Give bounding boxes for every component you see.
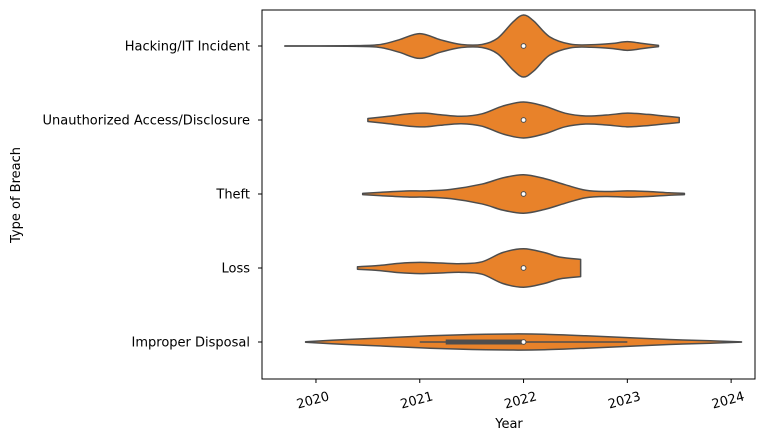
violin-loss [356,248,582,288]
violins-layer [284,14,743,351]
y-tick-label: Loss [221,262,250,277]
x-tick-label: 2022 [503,389,539,412]
x-tick-label: 2021 [399,389,435,412]
x-axis-label: Year [494,417,523,432]
x-axis-ticks: 2020 2021 2022 2023 2024 [295,379,746,412]
y-tick-label: Improper Disposal [132,336,250,351]
x-tick-label: 2020 [295,389,331,412]
median-marker [520,265,527,271]
y-axis-label: Type of Breach [9,147,24,244]
violin-body [356,248,582,288]
median-marker [520,43,527,49]
violin-hacking-it-incident [284,14,660,78]
violin-body [284,14,660,78]
violin-unauthorized-access-disclosure [367,101,680,139]
iqr-box [445,339,524,345]
x-tick-label: 2023 [607,389,643,412]
y-axis-ticks: Hacking/IT Incident Unauthorized Access/D… [43,40,262,351]
y-tick-label: Theft [215,188,250,203]
y-tick-label: Hacking/IT Incident [125,40,250,55]
violin-improper-disposal [304,333,743,351]
median-marker [520,191,527,197]
median-marker [520,339,527,345]
y-tick-label: Unauthorized Access/Disclosure [43,114,250,129]
median-marker [520,117,527,123]
violin-theft [361,174,686,214]
x-tick-label: 2024 [710,389,746,412]
